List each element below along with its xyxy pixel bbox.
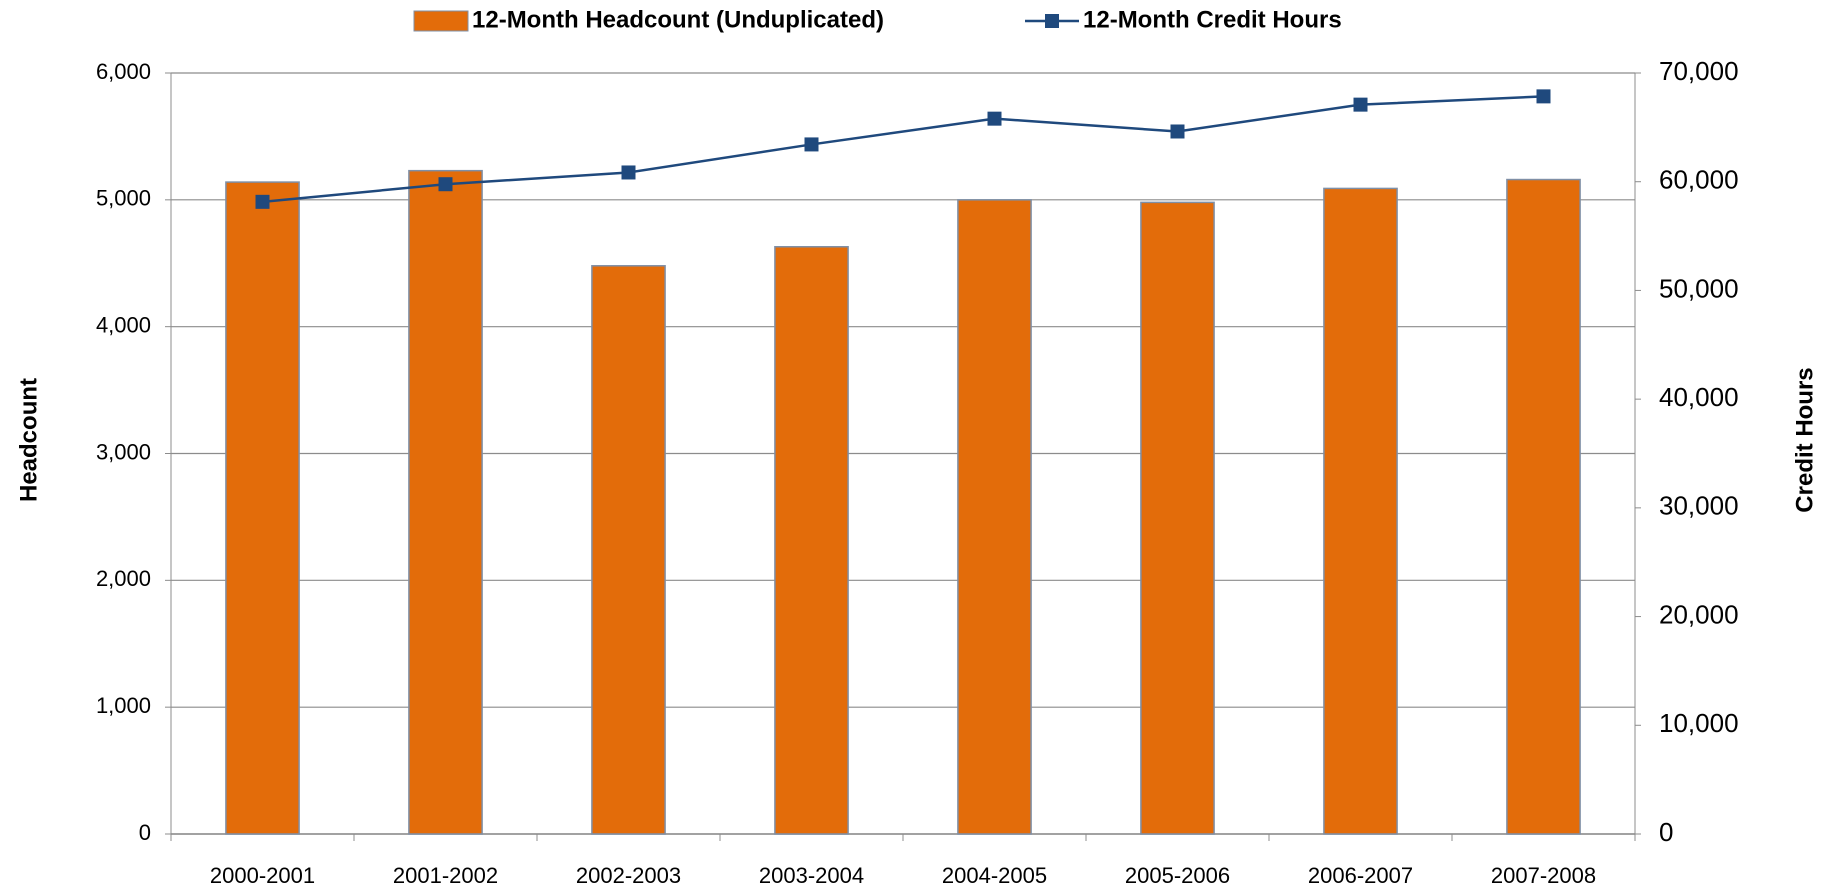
marker xyxy=(987,111,1002,126)
y2-tick-label: 50,000 xyxy=(1659,273,1739,303)
y2-axis-title: Credit Hours xyxy=(1791,367,1818,512)
x-tick-label: 2003-2004 xyxy=(759,863,864,887)
bar xyxy=(408,169,483,835)
y-axis-title: Headcount xyxy=(15,378,42,502)
marker xyxy=(438,177,453,192)
marker xyxy=(1536,89,1551,104)
bar xyxy=(1506,178,1581,835)
bar xyxy=(1323,187,1398,835)
bar xyxy=(591,265,666,835)
marker xyxy=(1353,97,1368,112)
y2-tick-label: 10,000 xyxy=(1659,708,1739,738)
x-tick-label: 2006-2007 xyxy=(1308,863,1413,887)
x-tick-label: 2004-2005 xyxy=(942,863,1047,887)
marker xyxy=(621,165,636,180)
y-tick-label: 4,000 xyxy=(96,312,151,337)
legend-label: 12-Month Credit Hours xyxy=(1083,6,1342,33)
x-tick-label: 2000-2001 xyxy=(210,863,315,887)
bar xyxy=(225,181,300,835)
y-tick-label: 3,000 xyxy=(96,439,151,464)
y2-tick-label: 40,000 xyxy=(1659,382,1739,412)
marker xyxy=(804,137,819,152)
legend-label: 12-Month Headcount (Unduplicated) xyxy=(472,6,884,33)
bar xyxy=(957,199,1032,835)
y-tick-label: 1,000 xyxy=(96,693,151,718)
x-tick-label: 2001-2002 xyxy=(393,863,498,887)
y2-tick-label: 20,000 xyxy=(1659,599,1739,629)
y2-tick-label: 30,000 xyxy=(1659,491,1739,521)
x-tick-label: 2007-2008 xyxy=(1491,863,1596,887)
bar xyxy=(1140,201,1215,835)
legend-marker xyxy=(1045,14,1059,28)
y-tick-label: 6,000 xyxy=(96,59,151,84)
bar xyxy=(774,246,849,835)
y-tick-label: 5,000 xyxy=(96,186,151,211)
marker xyxy=(255,194,270,209)
marker xyxy=(1170,124,1185,139)
y2-tick-label: 60,000 xyxy=(1659,165,1739,195)
y2-tick-label: 0 xyxy=(1659,817,1673,847)
line xyxy=(262,95,1544,204)
y-tick-label: 2,000 xyxy=(96,566,151,591)
y-tick-label: 0 xyxy=(139,820,151,845)
y2-tick-label: 70,000 xyxy=(1659,56,1739,86)
x-tick-label: 2002-2003 xyxy=(576,863,681,887)
x-tick-label: 2005-2006 xyxy=(1125,863,1230,887)
legend-swatch xyxy=(413,10,469,32)
